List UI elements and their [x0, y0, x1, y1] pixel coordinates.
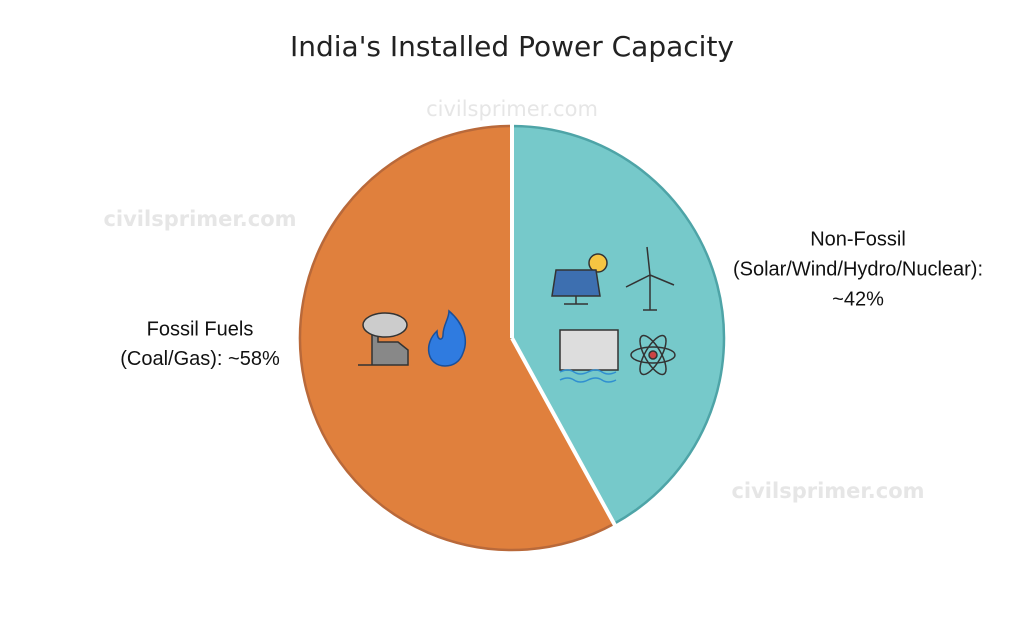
slice-separator: [510, 337, 617, 527]
value-label: ~42%: [832, 288, 884, 310]
slice-detail: (Coal/Gas):: [120, 348, 222, 370]
pie-slice: [510, 124, 726, 526]
chart-title: India's Installed Power Capacity: [290, 30, 734, 63]
slice-detail: (Solar/Wind/Hydro/Nuclear):: [733, 258, 983, 280]
value-label: ~58%: [228, 348, 280, 370]
icons: [358, 246, 676, 383]
slice-label: Non-Fossil: [810, 228, 906, 250]
watermark: civilsprimer.com: [731, 479, 924, 503]
pie: [298, 124, 726, 552]
slice-label: Fossil Fuels: [147, 318, 254, 340]
watermark: civilsprimer.com: [426, 97, 598, 121]
watermark: civilsprimer.com: [103, 207, 296, 231]
slice-label: (Coal/Gas): ~58%: [120, 348, 280, 370]
